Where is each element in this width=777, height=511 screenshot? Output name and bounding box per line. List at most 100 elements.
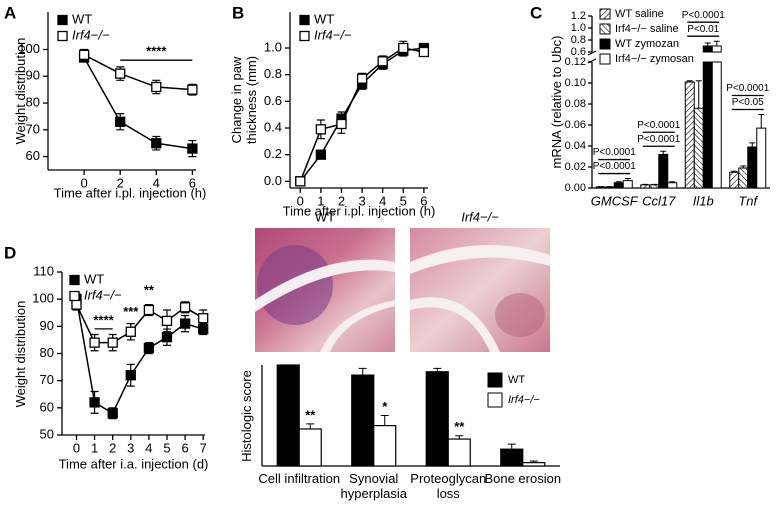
x-tick-label: Tnf	[738, 193, 758, 208]
x-tick-label: Bone erosion	[484, 471, 562, 486]
data-point	[179, 302, 191, 313]
data-point	[89, 337, 100, 348]
significance-label: P<0.0001	[593, 147, 637, 158]
legend-marker	[599, 38, 611, 50]
data-point	[179, 318, 191, 329]
x-tick-label: 5	[400, 193, 407, 208]
series-line	[83, 54, 193, 91]
bar	[622, 180, 633, 189]
data-point	[198, 313, 209, 324]
y-tick-label: 80	[40, 345, 54, 360]
y-tick-label: 0.6	[264, 93, 282, 108]
bar	[711, 45, 722, 189]
data-point	[107, 337, 118, 348]
error-bar	[507, 443, 516, 450]
legend-marker	[57, 30, 68, 42]
data-point	[161, 332, 173, 343]
data-point	[115, 116, 126, 127]
series-line	[83, 57, 193, 150]
error-bar	[358, 367, 367, 376]
series-line	[299, 47, 424, 182]
x-tick-label: 0	[80, 175, 87, 190]
data-point	[78, 49, 90, 60]
y-tick-label: 100	[32, 291, 54, 306]
bar	[738, 167, 749, 189]
significance-label: **	[454, 419, 465, 434]
x-tick-label: 2	[338, 193, 345, 208]
y-tick-label: 1.0	[571, 22, 586, 34]
x-tick-label: 6	[181, 440, 188, 455]
legend-label: Irf4−/−	[84, 287, 122, 302]
bar	[649, 184, 660, 189]
error-bar	[695, 80, 702, 109]
significance-label: ****	[146, 44, 167, 59]
x-tick-label: 3	[358, 193, 365, 208]
y-tick-label: 0.00	[565, 182, 586, 194]
error-bar	[642, 183, 649, 185]
significance-label: ***	[123, 304, 139, 319]
y-tick-label: 0.08	[565, 98, 586, 110]
bar	[693, 107, 704, 189]
y-tick-label: 100	[18, 41, 40, 56]
x-tick-label: 4	[379, 193, 386, 208]
significance-label: **	[305, 407, 316, 422]
error-bar	[433, 367, 442, 372]
histology-image	[255, 228, 395, 352]
x-axis-label: Time after i.pl. injection (h)	[283, 203, 436, 218]
y-tick-label: 1.0	[264, 39, 282, 54]
bar	[613, 182, 624, 189]
error-bar	[660, 150, 667, 155]
x-tick-label: 6	[189, 175, 196, 190]
legend-label: Irf4−/−	[314, 27, 352, 42]
legend-label: Irf4−/−	[72, 27, 110, 42]
bar	[500, 448, 524, 467]
legend-label: WT saline	[615, 8, 664, 20]
y-tick-label: 90	[40, 318, 54, 333]
y-tick-label: 0.02	[565, 161, 586, 173]
significance-label: P<0.0001	[593, 161, 637, 172]
legend-marker	[299, 14, 310, 26]
bar	[747, 146, 758, 189]
x-axis-label: Time after i.pl. injection (h)	[54, 185, 207, 200]
error-bar	[749, 142, 756, 148]
bar	[658, 153, 669, 189]
bar	[351, 374, 375, 467]
x-tick-label: 6	[420, 193, 427, 208]
y-tick-label: 50	[40, 426, 54, 441]
bar	[298, 428, 322, 467]
y-tick-label: 0.8	[264, 66, 282, 81]
x-tick-label: Synovial hyperplasia	[340, 471, 408, 501]
data-point	[71, 299, 82, 310]
panel-label: C	[530, 3, 542, 22]
error-bar	[740, 165, 747, 169]
y-tick-label: 0.06	[565, 119, 586, 131]
y-tick-label: 0.12	[565, 56, 586, 68]
bar	[373, 425, 397, 467]
data-point	[398, 42, 409, 54]
histology-image	[410, 228, 550, 352]
significance-label: *	[382, 399, 388, 414]
error-bar	[731, 170, 738, 173]
error-bar	[669, 181, 676, 183]
x-tick-label: Ccl17	[642, 193, 676, 208]
data-point	[418, 46, 430, 58]
data-point	[315, 149, 327, 160]
y-tick-label: 80	[26, 94, 40, 109]
significance-label: P<0.0001	[682, 10, 726, 21]
x-tick-label: 1	[317, 193, 324, 208]
y-tick-label: 0.10	[565, 77, 586, 89]
legend-marker	[487, 392, 503, 408]
legend-label: WT	[314, 11, 334, 26]
data-point	[143, 304, 155, 316]
data-point	[143, 342, 155, 354]
x-axis-label: Time after i.a. injection (d)	[59, 456, 209, 471]
y-axis-label: Weight distribution	[12, 300, 28, 407]
x-tick-label: 0	[297, 193, 304, 208]
significance-label: P<0.0001	[726, 83, 770, 94]
significance-label: P<0.0001	[637, 134, 681, 145]
significance-label: P<0.05	[732, 97, 764, 108]
x-tick-label: 7	[200, 440, 207, 455]
error-bar	[380, 415, 389, 426]
